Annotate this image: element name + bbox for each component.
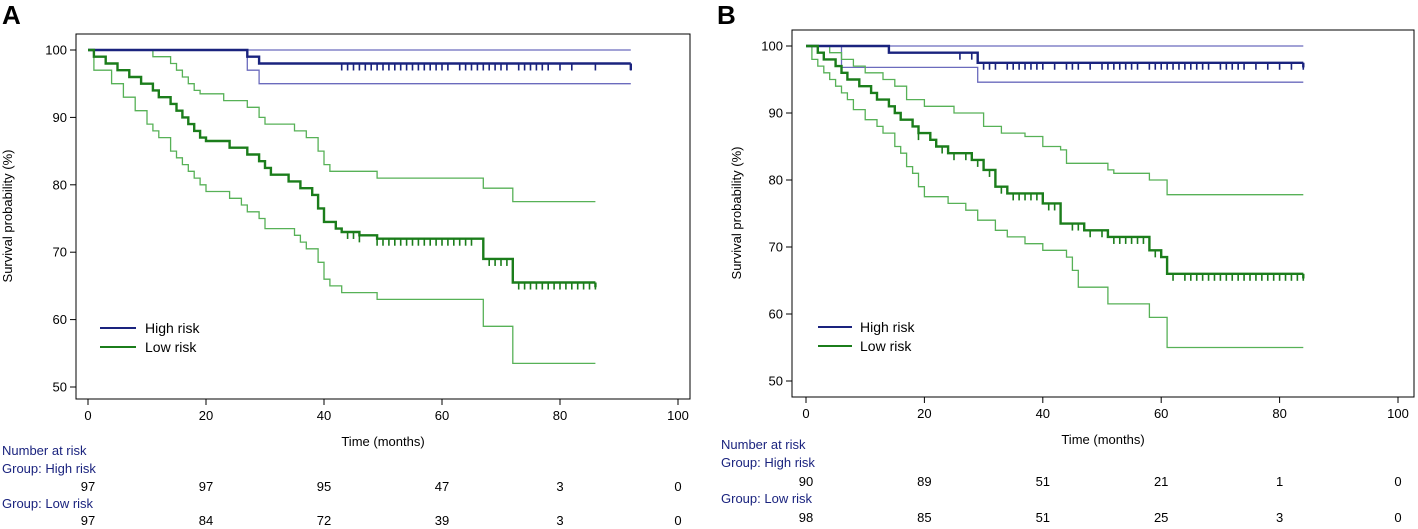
y-tick-label: 50 <box>53 380 67 395</box>
x-tick-label: 100 <box>1387 406 1409 421</box>
panel-letter-a: A <box>2 0 21 30</box>
y-tick-label: 90 <box>769 106 783 121</box>
risk-group-label-low-b: Group: Low risk <box>721 491 813 506</box>
risk-count: 90 <box>799 474 813 489</box>
risk-count: 3 <box>1276 510 1283 525</box>
risk-count: 51 <box>1036 510 1050 525</box>
risk-group-label-high-b: Group: High risk <box>721 455 815 470</box>
risk-row-high-a: 97 97 95 47 3 0 <box>81 479 682 494</box>
risk-count: 89 <box>917 474 931 489</box>
risk-count: 85 <box>917 510 931 525</box>
risk-count: 39 <box>435 513 449 528</box>
y-axis-b: 50 60 70 80 90 100 <box>761 39 792 389</box>
risk-count: 97 <box>81 479 95 494</box>
high-risk-curve <box>806 44 1304 64</box>
risk-count: 21 <box>1154 474 1168 489</box>
x-tick-label: 80 <box>1272 406 1286 421</box>
legend-label-high-risk-b: High risk <box>860 319 915 335</box>
y-tick-label: 80 <box>53 177 67 192</box>
low-risk-upper-ci-curve <box>806 45 1304 196</box>
x-tick-label: 80 <box>553 408 567 423</box>
y-tick-label: 70 <box>769 240 783 255</box>
x-tick-label: 60 <box>1154 406 1168 421</box>
risk-group-label-high-a: Group: High risk <box>2 461 96 476</box>
risk-count: 25 <box>1154 510 1168 525</box>
risk-count: 0 <box>674 479 681 494</box>
x-axis-a: 0 20 40 60 80 100 <box>84 399 689 423</box>
risk-table-b: Number at risk Group: High risk 90 89 51 21… <box>721 437 1402 525</box>
x-axis-title-b: Time (months) <box>1061 432 1144 447</box>
risk-row-high-b: 90 89 51 21 1 0 <box>799 474 1402 489</box>
y-tick-label: 50 <box>769 374 783 389</box>
x-tick-label: 60 <box>435 408 449 423</box>
y-tick-label: 100 <box>761 39 783 54</box>
risk-row-low-a: 97 84 72 39 3 0 <box>81 513 682 528</box>
x-tick-label: 20 <box>199 408 213 423</box>
plot-frame-a <box>75 33 691 400</box>
x-tick-label: 0 <box>802 406 809 421</box>
risk-count: 0 <box>1394 474 1401 489</box>
x-axis-title-a: Time (months) <box>341 434 424 449</box>
risk-count: 0 <box>674 513 681 528</box>
panel-letter-b: B <box>717 0 736 30</box>
x-tick-label: 100 <box>667 408 689 423</box>
risk-count: 98 <box>799 510 813 525</box>
risk-count: 0 <box>1394 510 1401 525</box>
y-tick-label: 60 <box>53 312 67 327</box>
risk-count: 72 <box>317 513 331 528</box>
high-risk-curve <box>88 48 631 65</box>
x-tick-label: 20 <box>917 406 931 421</box>
low-risk-curve <box>806 44 1304 275</box>
x-axis-b: 0 20 40 60 80 100 <box>802 397 1409 421</box>
low-risk-lower-ci-curve <box>88 49 596 365</box>
y-axis-title-a: Survival probability (%) <box>0 150 15 283</box>
y-axis-a: 50 60 70 80 90 100 <box>45 43 76 395</box>
x-tick-label: 0 <box>84 408 91 423</box>
y-tick-label: 70 <box>53 245 67 260</box>
x-tick-label: 40 <box>317 408 331 423</box>
legend-label-low-risk-b: Low risk <box>860 338 912 354</box>
legend-label-high-risk-a: High risk <box>145 320 200 336</box>
risk-count: 97 <box>81 513 95 528</box>
risk-table-title-a: Number at risk <box>2 443 87 458</box>
risk-table-a: Number at risk Group: High risk 97 97 95 47… <box>2 443 682 528</box>
low-risk-curve <box>88 48 596 284</box>
risk-count: 51 <box>1036 474 1050 489</box>
x-tick-label: 40 <box>1036 406 1050 421</box>
risk-table-title-b: Number at risk <box>721 437 806 452</box>
y-tick-label: 100 <box>45 43 67 58</box>
legend-label-low-risk-a: Low risk <box>145 339 197 355</box>
risk-count: 3 <box>556 479 563 494</box>
risk-count: 1 <box>1276 474 1283 489</box>
legend-a: High risk Low risk <box>100 320 200 355</box>
y-axis-title-b: Survival probability (%) <box>729 147 744 280</box>
plot-frame-b <box>791 29 1415 398</box>
y-tick-label: 80 <box>769 173 783 188</box>
panel-a: A 50 60 70 80 90 100 0 20 40 60 80 100 Survival pr… <box>0 0 691 528</box>
risk-row-low-b: 98 85 51 25 3 0 <box>799 510 1402 525</box>
y-tick-label: 90 <box>53 110 67 125</box>
series-layer-a <box>88 48 632 365</box>
risk-count: 84 <box>199 513 213 528</box>
series-layer-b <box>806 44 1305 349</box>
low-risk-upper-ci-curve <box>88 49 596 203</box>
low-risk-lower-ci-curve <box>806 45 1304 349</box>
y-tick-label: 60 <box>769 307 783 322</box>
risk-count: 3 <box>556 513 563 528</box>
legend-b: High risk Low risk <box>818 319 915 354</box>
risk-group-label-low-a: Group: Low risk <box>2 496 94 511</box>
risk-count: 47 <box>435 479 449 494</box>
risk-count: 97 <box>199 479 213 494</box>
risk-count: 95 <box>317 479 331 494</box>
